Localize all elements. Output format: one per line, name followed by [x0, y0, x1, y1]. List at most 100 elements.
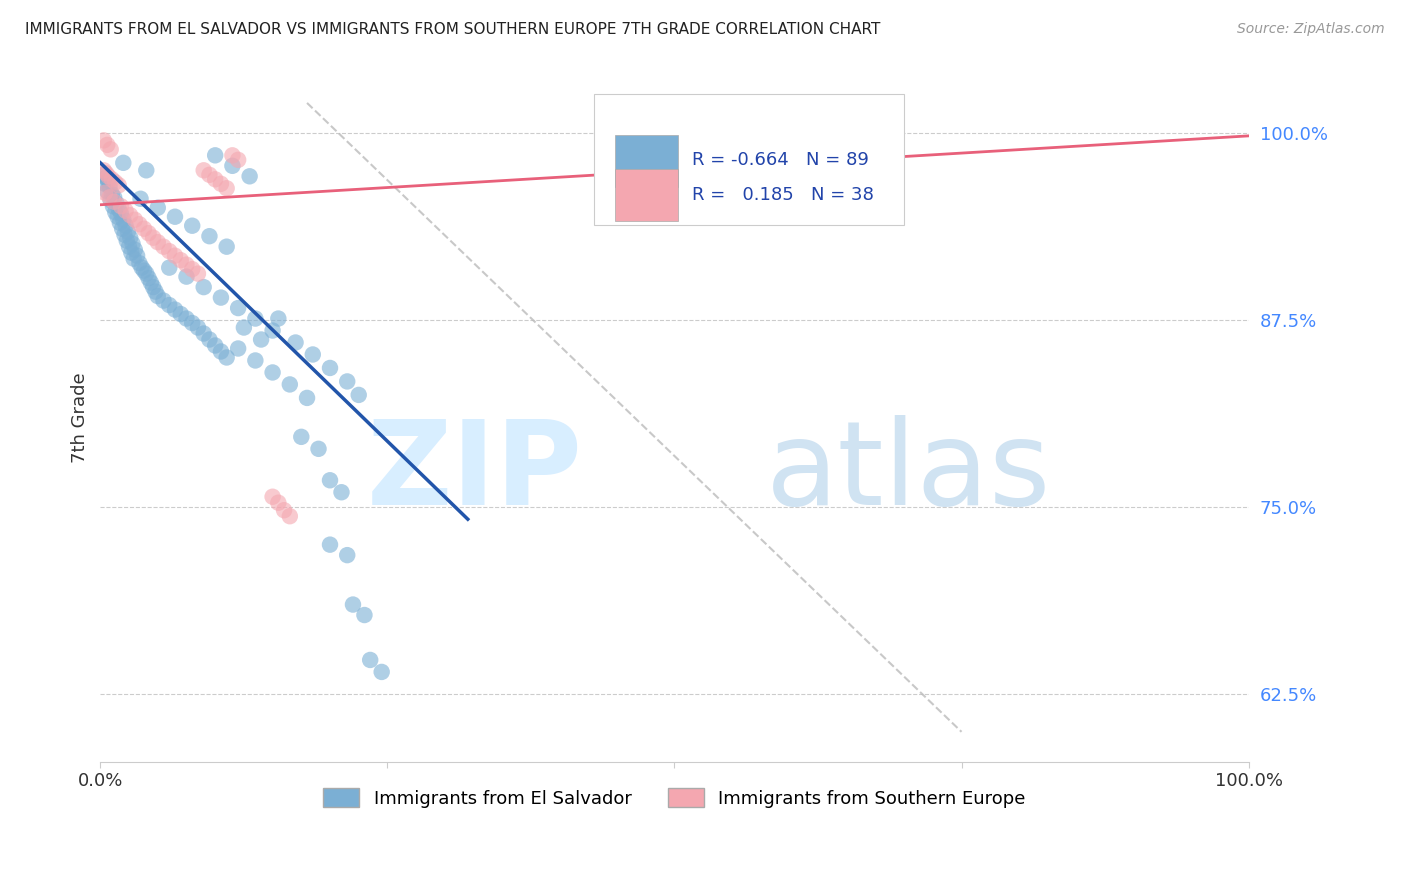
- Point: [152, 293, 174, 308]
- Point: [181, 316, 204, 330]
- Point: [319, 473, 342, 487]
- Point: [342, 598, 364, 612]
- Point: [353, 607, 375, 622]
- Point: [128, 217, 150, 231]
- Point: [336, 375, 359, 389]
- Point: [176, 269, 198, 284]
- Point: [284, 335, 307, 350]
- Point: [128, 256, 150, 270]
- Point: [112, 212, 135, 227]
- Point: [93, 168, 115, 182]
- Point: [163, 249, 186, 263]
- Point: [215, 181, 238, 195]
- Point: [94, 166, 117, 180]
- FancyBboxPatch shape: [614, 135, 678, 186]
- Point: [120, 230, 142, 244]
- Point: [100, 142, 122, 156]
- Point: [107, 202, 129, 217]
- Point: [347, 388, 370, 402]
- Point: [187, 267, 209, 281]
- Point: [101, 172, 124, 186]
- Point: [163, 210, 186, 224]
- Text: Source: ZipAtlas.com: Source: ZipAtlas.com: [1237, 22, 1385, 37]
- Point: [152, 240, 174, 254]
- Point: [226, 342, 249, 356]
- Point: [110, 207, 132, 221]
- Point: [94, 170, 117, 185]
- Point: [157, 244, 180, 259]
- Point: [100, 194, 122, 208]
- Point: [204, 148, 226, 162]
- Point: [209, 177, 232, 191]
- Point: [132, 221, 155, 235]
- Point: [193, 280, 215, 294]
- Point: [198, 229, 221, 244]
- Point: [96, 137, 118, 152]
- Point: [135, 267, 157, 281]
- Point: [336, 548, 359, 562]
- Point: [114, 219, 136, 233]
- Point: [104, 175, 127, 189]
- Point: [146, 235, 169, 250]
- Point: [105, 196, 128, 211]
- Point: [146, 201, 169, 215]
- Point: [98, 179, 121, 194]
- Point: [114, 203, 136, 218]
- FancyBboxPatch shape: [614, 169, 678, 221]
- Point: [122, 252, 145, 266]
- Point: [110, 199, 132, 213]
- Point: [232, 320, 254, 334]
- Point: [209, 344, 232, 359]
- Point: [209, 291, 232, 305]
- Text: atlas: atlas: [766, 415, 1052, 530]
- Point: [262, 490, 284, 504]
- Point: [145, 285, 167, 299]
- Point: [98, 190, 121, 204]
- Text: ZIP: ZIP: [367, 415, 582, 530]
- Point: [124, 243, 146, 257]
- Point: [163, 302, 186, 317]
- Point: [245, 311, 267, 326]
- Point: [139, 276, 162, 290]
- FancyBboxPatch shape: [595, 94, 904, 225]
- Point: [330, 485, 353, 500]
- Point: [359, 653, 381, 667]
- Point: [104, 205, 127, 219]
- Point: [301, 347, 323, 361]
- Point: [120, 208, 142, 222]
- Point: [245, 353, 267, 368]
- Point: [142, 280, 165, 294]
- Point: [132, 263, 155, 277]
- Text: R =   0.185   N = 38: R = 0.185 N = 38: [692, 186, 873, 204]
- Point: [96, 184, 118, 198]
- Point: [157, 298, 180, 312]
- Point: [204, 172, 226, 186]
- Point: [170, 253, 193, 268]
- Point: [114, 227, 136, 242]
- Text: R = -0.664   N = 89: R = -0.664 N = 89: [692, 152, 869, 169]
- Point: [176, 311, 198, 326]
- Point: [181, 262, 204, 277]
- Point: [124, 212, 146, 227]
- Point: [117, 225, 139, 239]
- Point: [115, 234, 138, 248]
- Point: [138, 271, 160, 285]
- Point: [129, 192, 152, 206]
- Point: [273, 503, 295, 517]
- Point: [118, 240, 141, 254]
- Point: [107, 178, 129, 193]
- Point: [262, 324, 284, 338]
- Point: [267, 311, 290, 326]
- Point: [215, 351, 238, 365]
- Point: [215, 240, 238, 254]
- Point: [370, 665, 392, 679]
- Point: [193, 163, 215, 178]
- Point: [142, 230, 165, 244]
- Point: [112, 156, 135, 170]
- Point: [204, 338, 226, 352]
- Point: [170, 307, 193, 321]
- Point: [94, 186, 117, 200]
- Point: [319, 361, 342, 376]
- Point: [121, 236, 143, 251]
- Point: [97, 169, 120, 184]
